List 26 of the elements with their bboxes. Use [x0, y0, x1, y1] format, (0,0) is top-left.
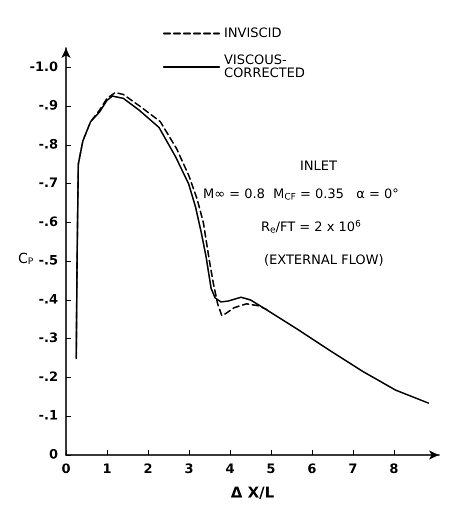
- x-tick-label: 3: [184, 462, 194, 477]
- x-tick-label: 4: [225, 462, 234, 477]
- y-tick-label: -.4: [38, 292, 58, 308]
- y-tick-label: -.3: [38, 331, 58, 346]
- y-tick-label: -.5: [38, 254, 58, 269]
- x-tick-label: 5: [266, 462, 276, 477]
- y-tick-label: -.9: [38, 98, 58, 114]
- annotation: INLET: [300, 159, 338, 174]
- y-tick-label: 0: [48, 448, 58, 462]
- y-tick-label: -1.0: [30, 60, 58, 75]
- legend-label: VISCOUS- CORRECTED: [224, 53, 305, 81]
- y-tick-label: -.7: [38, 176, 58, 192]
- y-tick-label: -.8: [38, 137, 58, 152]
- x-tick-label: 6: [307, 462, 316, 477]
- x-tick-label: 0: [61, 462, 71, 477]
- x-axis-title: Δ X/L: [230, 484, 275, 502]
- y-axis-title: CP: [18, 251, 34, 267]
- annotation: (EXTERNAL FLOW): [264, 253, 384, 268]
- x-tick-label: 2: [143, 462, 152, 477]
- y-tick-label: -.2: [38, 370, 58, 385]
- y-tick-label: -.6: [38, 214, 58, 230]
- legend-label: INVISCID: [224, 26, 282, 41]
- x-tick-label: 1: [102, 462, 112, 477]
- y-tick-label: -.1: [38, 408, 58, 424]
- x-tick-label: 7: [348, 462, 358, 477]
- x-tick-label: 8: [389, 462, 398, 477]
